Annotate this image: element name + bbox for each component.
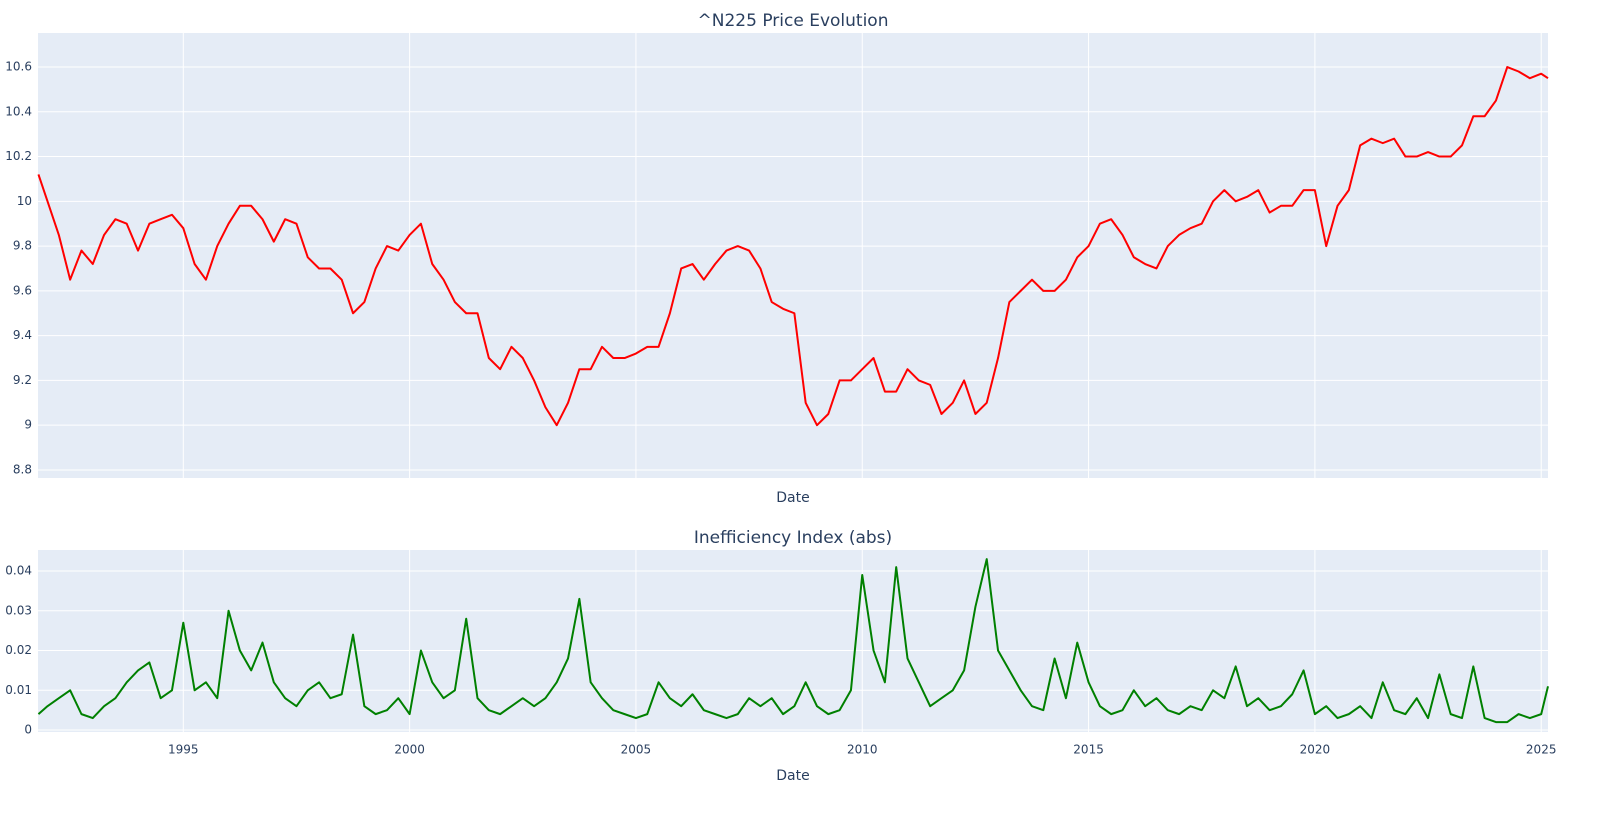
y-tick-label: 0.03 bbox=[5, 603, 32, 617]
y-tick-label: 10.4 bbox=[5, 104, 32, 118]
y-tick-label: 9.4 bbox=[13, 328, 32, 342]
y-tick-label: 10 bbox=[17, 194, 32, 208]
x-tick-label: 2005 bbox=[621, 743, 652, 757]
x-tick-label: 2010 bbox=[847, 743, 878, 757]
y-tick-label: 10.2 bbox=[5, 149, 32, 163]
y-tick-label: 9.2 bbox=[13, 373, 32, 387]
y-tick-label: 9.6 bbox=[13, 283, 32, 297]
y-tick-label: 0 bbox=[24, 723, 32, 737]
y-tick-label: 0.02 bbox=[5, 643, 32, 657]
plot-area bbox=[38, 550, 1548, 732]
chart-title: ^N225 Price Evolution bbox=[698, 11, 889, 31]
x-tick-label: 2025 bbox=[1526, 743, 1557, 757]
plot-area bbox=[38, 33, 1548, 478]
x-axis-title: Date bbox=[776, 490, 809, 506]
price-line bbox=[37, 66, 1549, 427]
x-tick-label: 2020 bbox=[1300, 743, 1331, 757]
x-tick-label: 2000 bbox=[394, 743, 425, 757]
price-line bbox=[37, 558, 1549, 724]
x-tick-label: 1995 bbox=[168, 743, 199, 757]
y-tick-label: 0.04 bbox=[5, 564, 32, 578]
y-tick-label: 0.01 bbox=[5, 683, 32, 697]
x-axis-title: Date bbox=[776, 768, 809, 784]
x-tick-label: 2015 bbox=[1073, 743, 1104, 757]
chart-title: Inefficiency Index (abs) bbox=[694, 528, 892, 548]
y-tick-label: 10.6 bbox=[5, 60, 32, 74]
y-tick-label: 8.8 bbox=[13, 462, 32, 476]
y-tick-label: 9.8 bbox=[13, 239, 32, 253]
y-tick-label: 9 bbox=[24, 418, 32, 432]
